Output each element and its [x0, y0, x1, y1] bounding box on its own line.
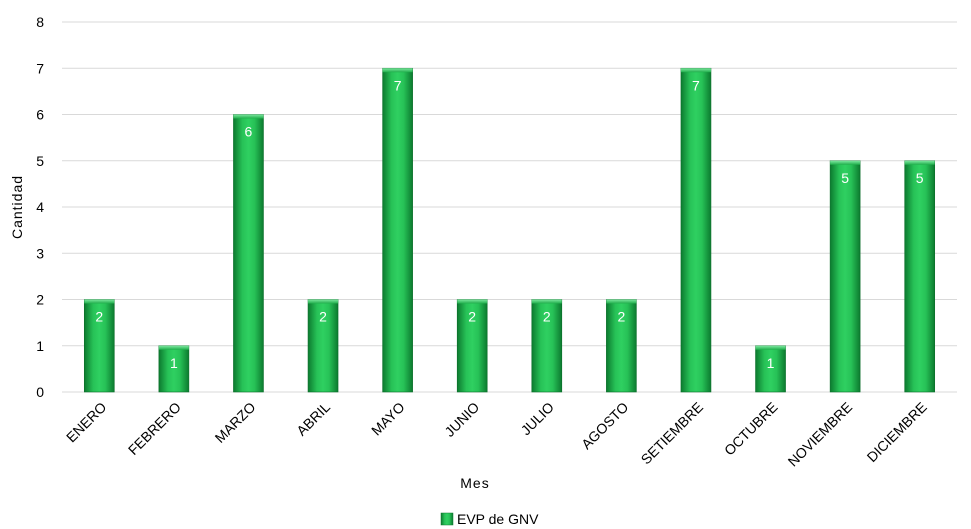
- x-tick-label: MARZO: [212, 399, 259, 446]
- x-axis: ENERO FEBRERO MARZO ABRIL MAYO JUNIO JULIO AGOS…: [63, 399, 930, 470]
- y-axis: 0 1 2 3 4 5 6 7 8: [36, 14, 44, 400]
- bar-group: 6: [233, 114, 264, 393]
- bar: [904, 160, 936, 393]
- bar-group: 2: [83, 299, 115, 393]
- x-tick-label: ABRIL: [293, 399, 333, 439]
- data-label: 1: [767, 355, 775, 371]
- bar-cap: [755, 345, 786, 350]
- y-tick-label: 6: [36, 107, 44, 123]
- data-label: 7: [394, 77, 402, 93]
- bar-group: 1: [755, 345, 786, 393]
- data-label: 5: [916, 170, 924, 186]
- y-tick-label: 8: [36, 14, 44, 30]
- bar-cap: [606, 299, 637, 304]
- bar: [233, 114, 264, 393]
- data-label: 2: [319, 309, 327, 325]
- x-tick-label: JULIO: [518, 399, 557, 438]
- data-label: 2: [617, 309, 625, 325]
- x-axis-title: Mes: [460, 475, 489, 491]
- bar-cap: [531, 299, 562, 304]
- bar-group: 7: [680, 67, 712, 393]
- gridlines: [62, 21, 957, 393]
- bar: [680, 67, 712, 393]
- bar: [606, 299, 637, 393]
- y-tick-label: 4: [36, 199, 44, 215]
- bar: [307, 299, 339, 393]
- data-label: 5: [841, 170, 849, 186]
- bar-group: 5: [904, 160, 936, 393]
- x-tick-label: ENERO: [63, 399, 110, 446]
- bar-cap: [457, 299, 488, 304]
- bar: [382, 67, 413, 393]
- bar: [456, 299, 488, 393]
- y-tick-label: 7: [36, 60, 44, 76]
- legend: EVP de GNV: [440, 511, 539, 527]
- y-tick-label: 3: [36, 245, 44, 261]
- bar-cap: [680, 68, 711, 73]
- data-label: 2: [468, 309, 476, 325]
- bar: [158, 345, 190, 393]
- y-tick-label: 1: [36, 338, 44, 354]
- bar-cap: [158, 345, 189, 350]
- bar-group: 2: [606, 299, 637, 393]
- data-label: 2: [95, 309, 103, 325]
- bar-series: 2 1 6 2 7 2 2 2 7 1 5 5: [83, 67, 936, 393]
- bar: [83, 299, 115, 393]
- x-tick-label: OCTUBRE: [721, 399, 781, 459]
- data-label: 2: [543, 309, 551, 325]
- bar: [531, 299, 563, 393]
- data-label: 7: [692, 77, 700, 93]
- x-tick-label: FEBRERO: [125, 399, 184, 458]
- y-axis-title: Cantidad: [9, 175, 25, 239]
- bar-group: 2: [531, 299, 563, 393]
- data-label: 6: [245, 124, 253, 140]
- bar-group: 5: [829, 160, 861, 393]
- y-tick-label: 2: [36, 292, 44, 308]
- bar-cap: [904, 160, 935, 165]
- bar-cap: [830, 160, 861, 165]
- bar-group: 1: [158, 345, 190, 393]
- x-tick-label: JUNIO: [441, 399, 482, 440]
- bar-cap: [382, 68, 413, 73]
- x-tick-label: MAYO: [368, 399, 408, 439]
- bar-group: 7: [382, 67, 413, 393]
- bar-cap: [233, 114, 264, 119]
- legend-swatch: [440, 512, 454, 526]
- x-tick-label: NOVIEMBRE: [785, 399, 856, 470]
- x-tick-label: DICIEMBRE: [864, 399, 930, 465]
- bar-cap: [308, 299, 339, 304]
- bar-group: 2: [307, 299, 339, 393]
- x-tick-label: SETIEMBRE: [638, 399, 707, 468]
- x-tick-label: AGOSTO: [578, 399, 632, 453]
- bar-group: 2: [456, 299, 488, 393]
- y-tick-label: 0: [36, 384, 44, 400]
- legend-label: EVP de GNV: [457, 511, 539, 527]
- y-tick-label: 5: [36, 153, 44, 169]
- bar-cap: [84, 299, 115, 304]
- data-label: 1: [170, 355, 178, 371]
- bar: [829, 160, 861, 393]
